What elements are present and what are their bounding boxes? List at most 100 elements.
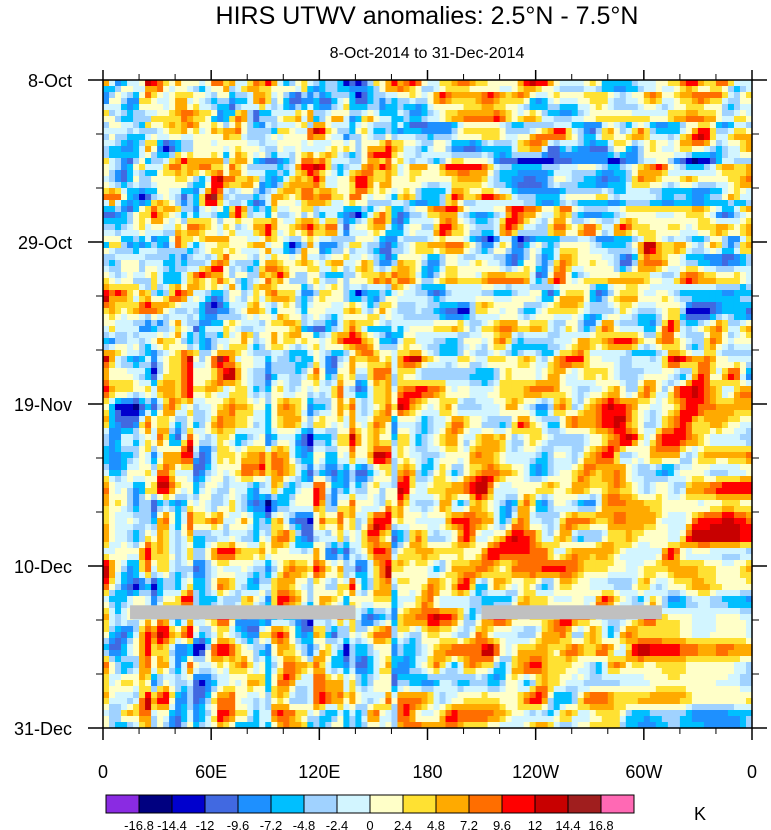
field-cell (613, 152, 621, 159)
field-cell (745, 92, 753, 99)
field-cell (649, 104, 657, 111)
field-cell (265, 344, 272, 351)
field-cell (511, 206, 519, 213)
field-cell (493, 284, 501, 291)
field-cell (577, 260, 585, 267)
field-cell (511, 92, 519, 99)
field-cell (721, 290, 729, 297)
field-cell (211, 212, 218, 219)
field-cell (289, 224, 296, 231)
field-cell (703, 338, 711, 345)
field-cell (553, 194, 561, 201)
field-cell (445, 104, 453, 111)
field-cell (439, 230, 447, 237)
field-cell (679, 134, 687, 141)
field-cell (439, 242, 447, 249)
field-cell (715, 272, 723, 279)
field-cell (199, 236, 206, 243)
field-cell (697, 344, 705, 351)
field-cell (187, 116, 194, 123)
field-cell (679, 332, 687, 339)
field-cell (379, 140, 387, 147)
field-cell (451, 272, 459, 279)
field-cell (355, 182, 362, 189)
field-cell (691, 224, 699, 231)
field-cell (541, 134, 549, 141)
field-cell (325, 242, 332, 249)
field-cell (349, 260, 356, 267)
field-cell (541, 80, 549, 87)
field-cell (649, 224, 657, 231)
field-cell (259, 152, 266, 159)
field-cell (505, 188, 513, 195)
field-cell (409, 338, 417, 345)
field-cell (247, 80, 254, 87)
field-cell (703, 80, 711, 87)
field-cell (349, 86, 356, 93)
field-cell (127, 176, 134, 183)
field-cell (595, 176, 603, 183)
field-cell (667, 254, 675, 261)
field-cell (535, 140, 543, 147)
field-cell (577, 158, 585, 165)
field-cell (325, 182, 332, 189)
field-cell (541, 104, 549, 111)
field-cell (457, 296, 465, 303)
field-cell (559, 302, 567, 309)
field-cell (517, 224, 525, 231)
field-cell (319, 284, 326, 291)
field-cell (373, 350, 381, 357)
field-cell (643, 302, 651, 309)
field-cell (523, 140, 531, 147)
field-cell (217, 134, 224, 141)
field-cell (349, 248, 356, 255)
field-cell (649, 164, 657, 171)
field-cell (631, 224, 639, 231)
field-cell (325, 344, 332, 351)
field-cell (475, 200, 483, 207)
field-cell (703, 206, 711, 213)
field-cell (121, 170, 128, 177)
field-cell (727, 110, 735, 117)
field-cell (625, 266, 633, 273)
field-cell (613, 128, 621, 135)
field-cell (397, 176, 405, 183)
field-cell (439, 122, 447, 129)
field-cell (655, 170, 663, 177)
field-cell (103, 254, 110, 261)
field-cell (277, 182, 284, 189)
field-cell (235, 182, 242, 189)
field-cell (373, 206, 381, 213)
field-cell (469, 182, 477, 189)
field-cell (739, 86, 747, 93)
field-cell (409, 200, 417, 207)
field-cell (733, 176, 741, 183)
field-cell (307, 170, 314, 177)
field-cell (481, 314, 489, 321)
field-cell (115, 242, 122, 249)
field-cell (709, 344, 717, 351)
field-cell (505, 302, 513, 309)
field-cell (607, 128, 615, 135)
field-cell (613, 200, 621, 207)
field-cell (649, 92, 657, 99)
field-cell (421, 128, 429, 135)
field-cell (565, 170, 573, 177)
field-cell (697, 80, 705, 87)
field-cell (625, 170, 633, 177)
field-cell (637, 224, 645, 231)
field-cell (277, 206, 284, 213)
field-cell (319, 230, 326, 237)
field-cell (499, 308, 507, 315)
field-cell (445, 158, 453, 165)
field-cell (661, 146, 669, 153)
field-cell (427, 344, 435, 351)
field-cell (175, 194, 182, 201)
field-cell (133, 332, 140, 339)
field-cell (145, 248, 152, 255)
field-cell (373, 320, 381, 327)
field-cell (175, 182, 182, 189)
field-cell (223, 284, 230, 291)
field-cell (151, 104, 158, 111)
field-cell (517, 146, 525, 153)
